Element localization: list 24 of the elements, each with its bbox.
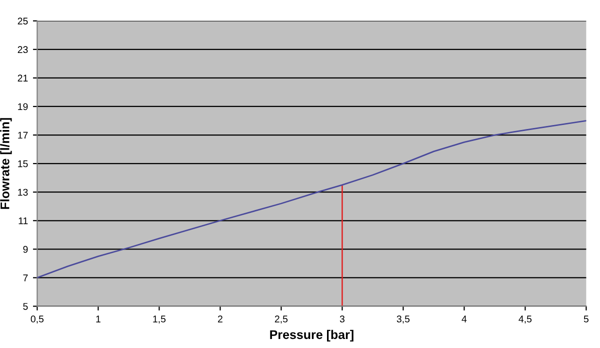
y-tick-label: 11	[18, 217, 28, 224]
y-tick-label: 5	[23, 303, 28, 310]
x-tick-label: 1,5	[153, 316, 166, 324]
x-tick-label: 1	[96, 316, 100, 322]
x-tick-label: 5	[584, 316, 588, 322]
x-tick-label: 3	[340, 316, 344, 322]
x-tick-label: 0,5	[30, 316, 44, 324]
x-tick-label: 2	[218, 316, 222, 322]
y-tick-label: 13	[18, 188, 28, 196]
y-tick-label: 19	[18, 103, 28, 110]
x-tick-label: 2,5	[274, 316, 288, 324]
y-tick-label: 15	[18, 160, 28, 168]
y-tick-label: 7	[23, 274, 28, 282]
y-tick-label: 17	[18, 132, 28, 139]
x-tick-label: 3,5	[396, 316, 410, 324]
y-tick-label: 21	[18, 74, 28, 82]
x-tick-label: 4	[462, 316, 467, 322]
x-axis-title: Pressure [bar]	[270, 330, 354, 342]
x-tick-label: 4,5	[518, 316, 532, 324]
line-series	[37, 120, 586, 278]
y-tick-label: 9	[23, 246, 28, 253]
y-tick-label: 23	[18, 46, 28, 54]
y-axis-title: Flowrate [l/min]	[0, 118, 12, 209]
y-tick-label: 25	[18, 18, 28, 24]
